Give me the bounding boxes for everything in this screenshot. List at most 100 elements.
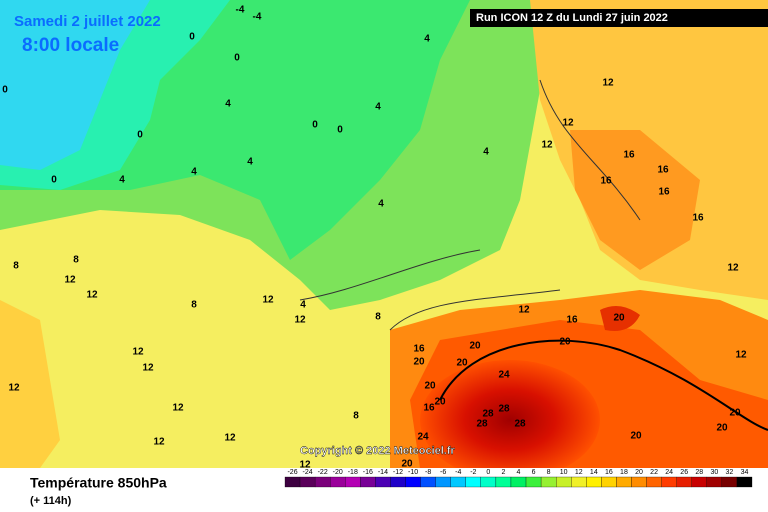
contour-label: 0 xyxy=(2,85,8,96)
contour-label: 12 xyxy=(142,363,154,374)
scale-tick-label: 22 xyxy=(650,469,658,476)
scale-tick-label: -24 xyxy=(303,469,313,476)
contour-label: 12 xyxy=(224,433,236,444)
scale-cell xyxy=(631,476,647,488)
contour-label: 20 xyxy=(729,408,741,419)
contour-label: 16 xyxy=(658,187,670,198)
scale-tick-label: -16 xyxy=(363,469,373,476)
scale-cell xyxy=(390,476,406,488)
contour-label: 20 xyxy=(456,358,468,369)
scale-tick-label: -12 xyxy=(393,469,403,476)
contour-label: 12 xyxy=(562,118,574,129)
scale-cell xyxy=(571,476,587,488)
contour-label: 12 xyxy=(262,295,274,306)
scale-cell xyxy=(345,476,361,488)
scale-tick-label: 6 xyxy=(532,469,536,476)
contour-label: 4 xyxy=(119,175,125,186)
contour-label: 28 xyxy=(498,404,510,415)
scale-cell xyxy=(284,476,301,488)
scale-tick-label: -26 xyxy=(287,469,297,476)
scale-cell xyxy=(736,476,753,488)
scale-cell xyxy=(375,476,391,488)
scale-cell xyxy=(601,476,617,488)
scale-tick-label: 34 xyxy=(741,469,749,476)
contour-label: 4 xyxy=(225,99,231,110)
scale-tick-label: -14 xyxy=(378,469,388,476)
contour-label: 12 xyxy=(518,305,530,316)
contour-label: 16 xyxy=(623,150,635,161)
contour-label: 20 xyxy=(469,341,481,352)
contour-label: 0 xyxy=(189,32,195,43)
scale-tick-label: 12 xyxy=(575,469,583,476)
contour-label: 8 xyxy=(375,312,381,323)
contour-label: 8 xyxy=(353,411,359,422)
scale-tick-label: 20 xyxy=(635,469,643,476)
contour-label: 16 xyxy=(566,315,578,326)
color-scale: -26 -24 -22 -20 -18 -16 -14 -12 -10 -8 -6 -4 -2 0 2 4 6 8… xyxy=(284,469,753,488)
scale-tick-label: 0 xyxy=(486,469,490,476)
contour-label: 24 xyxy=(417,432,429,443)
contour-label: 12 xyxy=(541,140,553,151)
scale-cell xyxy=(405,476,421,488)
copyright: Copyright © 2022 Meteociel.fr xyxy=(300,445,456,457)
contour-label: 0 xyxy=(234,53,240,64)
contour-label: 12 xyxy=(299,460,311,471)
contour-label: 20 xyxy=(716,423,728,434)
contour-label: 20 xyxy=(424,381,436,392)
scale-cell xyxy=(721,476,738,488)
scale-tick-label: 32 xyxy=(726,469,734,476)
scale-cell xyxy=(420,476,436,488)
contour-label: 8 xyxy=(73,255,79,266)
contour-label: 20 xyxy=(434,397,446,408)
contour-label: 12 xyxy=(64,275,76,286)
contour-label: 12 xyxy=(735,350,747,361)
contour-label: 16 xyxy=(423,403,435,414)
scale-tick-label: -20 xyxy=(333,469,343,476)
scale-cell xyxy=(691,476,707,488)
contour-label: 8 xyxy=(13,261,19,272)
contour-label: 28 xyxy=(476,419,488,430)
contour-label: 0 xyxy=(51,175,57,186)
scale-tick-label: 4 xyxy=(517,469,521,476)
scale-cell xyxy=(540,476,557,488)
contour-label: 12 xyxy=(86,290,98,301)
warm-core-ne xyxy=(570,130,700,270)
contour-label: 12 xyxy=(8,383,20,394)
scale-tick-label: -2 xyxy=(470,469,476,476)
contour-label: 8 xyxy=(191,300,197,311)
contour-label: 12 xyxy=(153,437,165,448)
scale-cell xyxy=(525,476,542,488)
legend-bar xyxy=(0,468,768,512)
scale-tick-label: -6 xyxy=(440,469,446,476)
contour-labels: -4 -4 0 4 0 0 4 0 4 0 0 4 4 0 4 4 4 12 12 12 16 16 16 16 16 12 8 8 1… xyxy=(2,5,747,471)
scale-cell xyxy=(646,476,662,488)
contour-label: 16 xyxy=(600,176,612,187)
contour-label: 12 xyxy=(172,403,184,414)
contour-label: 28 xyxy=(482,409,494,420)
contour-label: 0 xyxy=(337,125,343,136)
contour-label: 4 xyxy=(483,147,489,158)
contour-label: 28 xyxy=(514,419,526,430)
scale-tick-label: 10 xyxy=(560,469,568,476)
scale-cell xyxy=(706,476,723,488)
scale-tick-label: -4 xyxy=(455,469,461,476)
scale-cell xyxy=(299,476,316,488)
map xyxy=(0,0,768,480)
isotherm-20 xyxy=(439,339,768,431)
scale-tick-label: 28 xyxy=(695,469,703,476)
scale-cell xyxy=(661,476,677,488)
contour-label: 4 xyxy=(378,199,384,210)
contour-label: 16 xyxy=(692,213,704,224)
hot-core xyxy=(420,360,600,480)
legend-title: Température 850hPa xyxy=(30,475,167,491)
contour-label: 24 xyxy=(498,370,510,381)
scale-cell xyxy=(360,476,376,488)
warm-field-w xyxy=(0,300,60,468)
contour-label: 0 xyxy=(137,130,143,141)
time-text: 8:00 locale xyxy=(22,35,119,56)
run-text: Run ICON 12 Z du Lundi 27 juin 2022 xyxy=(476,12,668,24)
scale-cell xyxy=(465,476,481,488)
scale-tick-label: -10 xyxy=(408,469,418,476)
contour-label: -4 xyxy=(236,5,245,16)
